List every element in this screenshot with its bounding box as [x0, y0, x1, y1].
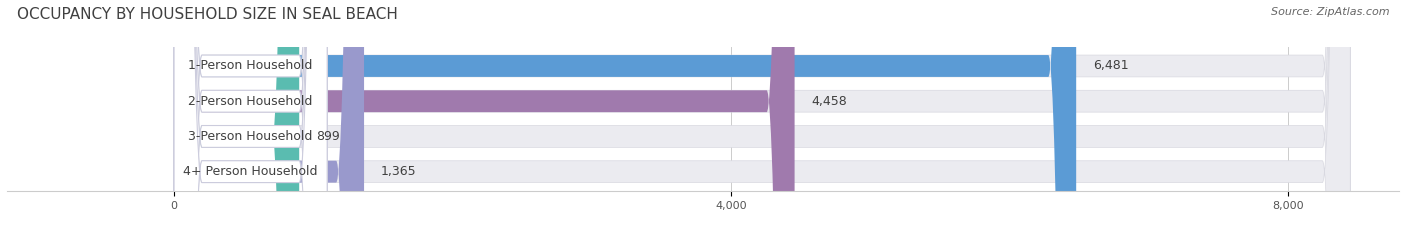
- Text: Source: ZipAtlas.com: Source: ZipAtlas.com: [1271, 7, 1389, 17]
- Text: 3-Person Household: 3-Person Household: [188, 130, 312, 143]
- Text: 4+ Person Household: 4+ Person Household: [183, 165, 318, 178]
- FancyBboxPatch shape: [174, 0, 1350, 233]
- FancyBboxPatch shape: [174, 0, 1350, 233]
- FancyBboxPatch shape: [174, 0, 328, 233]
- FancyBboxPatch shape: [174, 0, 299, 233]
- FancyBboxPatch shape: [174, 0, 328, 233]
- FancyBboxPatch shape: [174, 0, 328, 233]
- FancyBboxPatch shape: [174, 0, 1350, 233]
- Text: 2-Person Household: 2-Person Household: [188, 95, 312, 108]
- Text: 1-Person Household: 1-Person Household: [188, 59, 312, 72]
- Text: 899: 899: [316, 130, 340, 143]
- Text: 4,458: 4,458: [811, 95, 846, 108]
- FancyBboxPatch shape: [174, 0, 364, 233]
- FancyBboxPatch shape: [174, 0, 1076, 233]
- Text: 6,481: 6,481: [1092, 59, 1129, 72]
- Text: OCCUPANCY BY HOUSEHOLD SIZE IN SEAL BEACH: OCCUPANCY BY HOUSEHOLD SIZE IN SEAL BEAC…: [17, 7, 398, 22]
- FancyBboxPatch shape: [174, 0, 1350, 233]
- FancyBboxPatch shape: [174, 0, 794, 233]
- Text: 1,365: 1,365: [381, 165, 416, 178]
- FancyBboxPatch shape: [174, 0, 328, 233]
